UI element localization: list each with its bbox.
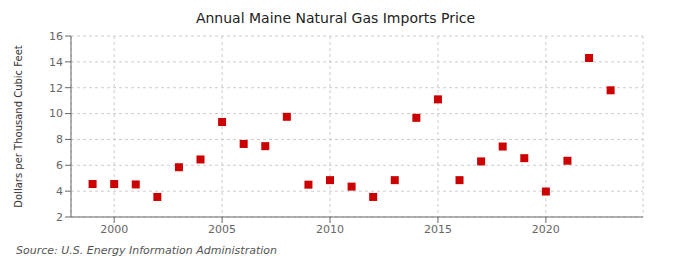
svg-text:2005: 2005 xyxy=(208,223,236,236)
html-text:Source: U.S. Energy Informatio: Source: U.S. Energy Information Administ… xyxy=(16,244,277,257)
svg-text:8: 8 xyxy=(56,133,63,146)
html-text:Annual Maine Natural Gas Impor: Annual Maine Natural Gas Imports Price xyxy=(195,10,476,26)
svg-text:Dollars per Thousand Cubic Fee: Dollars per Thousand Cubic Feet xyxy=(13,45,24,208)
svg-text:6: 6 xyxy=(56,159,63,172)
svg-text:4: 4 xyxy=(56,185,63,198)
svg-text:2010: 2010 xyxy=(316,223,344,236)
svg-text:2000: 2000 xyxy=(100,223,128,236)
svg-text:2020: 2020 xyxy=(532,223,560,236)
svg-text:2015: 2015 xyxy=(424,223,452,236)
svg-text:2: 2 xyxy=(56,211,63,224)
svg-text:10: 10 xyxy=(49,107,63,120)
svg-text:16: 16 xyxy=(49,30,63,43)
svg-text:12: 12 xyxy=(49,82,63,95)
svg-text:14: 14 xyxy=(49,56,63,69)
